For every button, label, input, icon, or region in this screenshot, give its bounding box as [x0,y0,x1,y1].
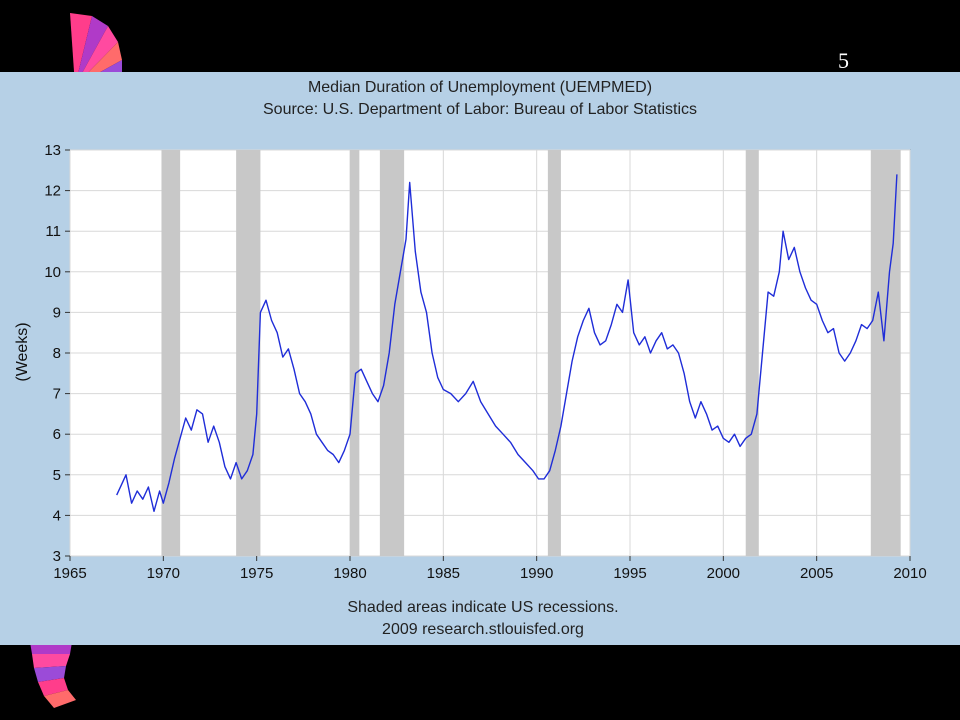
x-tick-label: 1990 [520,565,553,582]
x-axis-ticks: 1965 1970 1975 1980 1985 1990 1995 2000 2005 2010 [53,556,927,582]
y-tick-label: 11 [45,223,61,240]
y-tick-label: 13 [44,142,61,159]
y-tick-label: 5 [53,467,61,484]
y-tick-label: 3 [53,548,61,565]
x-tick-label: 1970 [147,565,180,582]
chart-panel: Median Duration of Unemployment (UEMPMED… [0,72,960,645]
unemployment-duration-chart: Median Duration of Unemployment (UEMPMED… [14,79,927,638]
recession-band [547,150,561,556]
y-tick-label: 12 [44,183,61,200]
x-tick-label: 1985 [427,565,460,582]
slide-number: 5 [838,48,849,73]
y-axis-ticks: 3 4 5 6 7 8 9 10 11 12 13 [44,142,70,565]
recession-footnote: Shaded areas indicate US recessions. [347,599,618,616]
x-tick-label: 2000 [707,565,740,582]
x-tick-label: 2005 [800,565,833,582]
y-axis-label: (Weeks) [14,322,31,381]
x-tick-label: 1965 [53,565,86,582]
x-tick-label: 2010 [893,565,926,582]
y-tick-label: 9 [53,304,61,321]
source-credit: 2009 research.stlouisfed.org [382,621,584,638]
series-layer [116,174,898,512]
y-tick-label: 7 [53,386,61,403]
recession-band [870,150,901,556]
recession-band [745,150,759,556]
y-tick-label: 4 [53,507,61,524]
chart-subtitle: Source: U.S. Department of Labor: Bureau… [263,101,697,118]
y-tick-label: 6 [53,426,61,443]
chart-title: Median Duration of Unemployment (UEMPMED… [308,79,652,96]
decorative-fan-bottom [30,642,76,708]
x-tick-label: 1980 [333,565,366,582]
x-tick-label: 1995 [613,565,646,582]
recession-band [350,150,360,556]
recession-band [161,150,181,556]
x-tick-label: 1975 [240,565,273,582]
y-tick-label: 8 [53,345,61,362]
series-line [116,174,898,512]
recession-band [236,150,261,556]
recession-band [379,150,405,556]
y-tick-label: 10 [44,264,61,281]
